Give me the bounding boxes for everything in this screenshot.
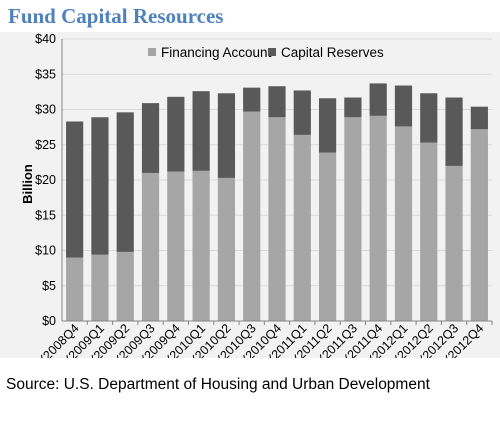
bar-financing-account-fy2010q2 [217,177,236,321]
legend-label: Financing Account [161,45,272,60]
legend-swatch [148,48,156,56]
y-tick-label: $40 [35,32,56,46]
y-tick-label: $25 [35,138,56,152]
y-tick-label: $15 [35,208,56,222]
bar-capital-reserves-fy2010q4 [268,86,286,118]
bar-financing-account-fy2008q4 [66,257,84,321]
bar-capital-reserves-fy2012q4 [470,106,488,130]
y-tick-label: $20 [35,173,56,187]
bar-capital-reserves-fy2010q1 [192,91,210,171]
bar-financing-account-fy2010q1 [192,170,210,321]
bar-capital-reserves-fy2011q3 [344,97,362,118]
bars [66,83,488,322]
bar-financing-account-fy2012q1 [394,126,413,321]
bar-financing-account-fy2010q4 [268,117,286,321]
y-tick-label: $30 [35,103,56,117]
y-tick-label: $35 [35,67,56,81]
legend: Financing Account Capital Reserves [148,45,384,60]
bar-financing-account-fy2012q4 [470,129,488,321]
bar-capital-reserves-fy2011q4 [369,83,387,116]
bar-capital-reserves-fy2009q2 [116,112,134,252]
bar-capital-reserves-fy2011q2 [318,98,337,153]
bar-capital-reserves-fy2009q1 [91,117,109,255]
bar-capital-reserves-fy2012q2 [420,93,438,143]
bar-financing-account-fy2012q2 [420,142,438,321]
bar-financing-account-fy2010q3 [243,111,261,322]
source-note: Source: U.S. Department of Housing and U… [6,376,430,393]
y-tick-label: $10 [35,244,56,258]
bar-financing-account-fy2009q3 [141,172,160,321]
bar-financing-account-fy2009q4 [167,171,185,321]
legend-swatch [268,48,276,56]
bar-capital-reserves-fy2012q3 [445,97,463,166]
bar-capital-reserves-fy2009q3 [141,103,160,173]
bar-capital-reserves-fy2012q1 [394,85,413,127]
bar-capital-reserves-fy2008q4 [66,121,84,258]
chart-title: Fund Capital Resources [8,4,224,28]
chart-area: $0 $5 $10 $15 $20 $25 $30 $35 $40 FY2008Q4 FY2009Q… [0,32,500,358]
bar-capital-reserves-fy2009q4 [167,96,185,172]
bar-financing-account-fy2011q4 [369,115,387,321]
y-tick-label: $0 [42,314,56,328]
y-axis-label: Billion [20,164,35,204]
bar-financing-account-fy2009q2 [116,251,134,321]
bar-financing-account-fy2011q2 [318,152,337,321]
bar-capital-reserves-fy2011q1 [293,90,311,135]
bar-financing-account-fy2009q1 [91,254,109,321]
bar-capital-reserves-fy2010q3 [243,87,261,112]
bar-capital-reserves-fy2010q2 [217,93,236,178]
bar-financing-account-fy2012q3 [445,165,463,321]
bar-financing-account-fy2011q1 [293,134,311,321]
stacked-bar-chart: $0$5$10$15$20$25$30$35$40FY2008Q4FY2009Q… [20,32,493,358]
legend-label: Capital Reserves [281,45,384,60]
bar-financing-account-fy2011q3 [344,117,362,321]
y-tick-label: $5 [42,279,56,293]
